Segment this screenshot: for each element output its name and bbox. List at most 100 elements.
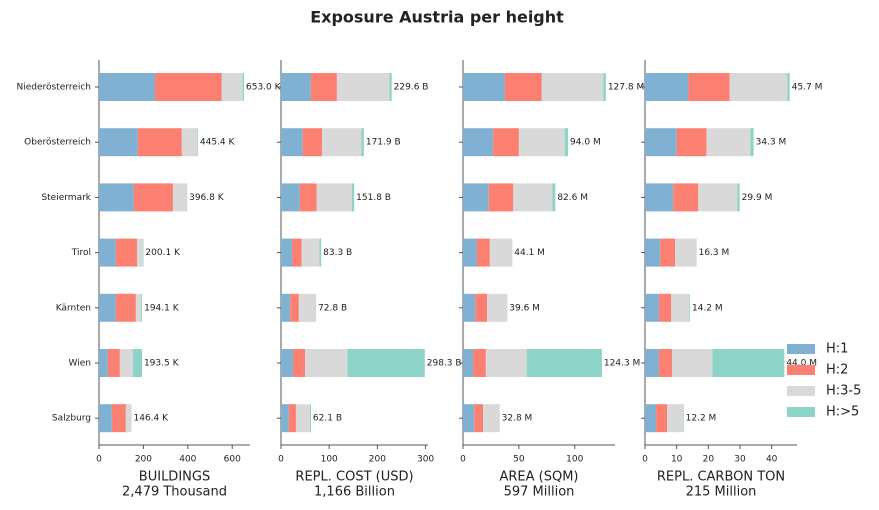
bar-segment (526, 349, 602, 377)
bar-segment (603, 73, 606, 101)
bar-segment (645, 73, 689, 101)
bar-segment (299, 183, 317, 212)
bar-segment (305, 349, 348, 377)
bar-segment (463, 238, 477, 267)
bar-segment (361, 128, 364, 157)
bar-segment (107, 349, 120, 377)
bar-segment (125, 404, 132, 433)
bar-segment (645, 128, 677, 157)
bar-segment (487, 293, 507, 322)
bar-segment (729, 73, 788, 101)
x-tick-label: 100 (321, 455, 338, 465)
y-tick-label: Tirol (71, 248, 91, 258)
total-label: 14.2 M (692, 303, 723, 313)
bar-segment (310, 73, 337, 101)
total-label: 171.9 B (366, 138, 401, 148)
total-label: 229.6 B (394, 83, 429, 93)
total-label: 83.3 B (323, 248, 352, 258)
total-label: 29.9 M (742, 193, 773, 203)
bar-segment (136, 238, 143, 267)
bar-segment (483, 404, 500, 433)
x-axis-label: AREA (SQM) (499, 470, 578, 485)
bar-segment (288, 404, 296, 433)
total-label: 72.8 B (318, 303, 347, 313)
bar-segment (564, 128, 569, 157)
x-tick-label: 0 (460, 455, 466, 465)
bar-segment (309, 404, 311, 433)
bar-segment (676, 128, 707, 157)
bar-segment (99, 238, 116, 267)
bar-segment (99, 128, 138, 157)
total-label: 44.1 M (514, 248, 545, 258)
total-label: 82.6 M (557, 193, 588, 203)
bar-segment (336, 73, 390, 101)
total-label: 16.3 M (699, 248, 730, 258)
x-tick-label: 0 (278, 455, 284, 465)
bar-segment (645, 293, 659, 322)
x-tick-label: 400 (179, 455, 196, 465)
bar-segment (281, 73, 311, 101)
total-label: 653.0 K (246, 83, 282, 93)
bar-segment (658, 349, 673, 377)
x-tick-label: 20 (703, 455, 715, 465)
bar-segment (281, 293, 291, 322)
bar-segment (671, 293, 690, 322)
bar-segment (99, 73, 155, 101)
total-label: 124.3 M (604, 359, 640, 369)
bar-segment (489, 238, 513, 267)
bar-segment (645, 183, 674, 212)
bar-segment (473, 349, 486, 377)
bar-segment (698, 183, 738, 212)
bar-segment (351, 183, 355, 212)
bar-segment (463, 349, 474, 377)
bar-segment (281, 238, 293, 267)
x-tick-label: 200 (369, 455, 386, 465)
bar-segment (689, 293, 690, 322)
bar-segment (485, 349, 527, 377)
x-axis-label: 215 Million (686, 485, 757, 500)
total-label: 62.1 B (313, 414, 342, 424)
y-tick-label: Kärnten (56, 303, 91, 313)
bar-segment (706, 128, 751, 157)
bar-segment (99, 293, 116, 322)
legend-label: H:>5 (826, 405, 859, 420)
total-label: 151.8 B (356, 193, 391, 203)
legend-swatch (787, 386, 815, 396)
bar-segment (518, 128, 565, 157)
bar-segment (301, 238, 320, 267)
bar-segment (302, 128, 322, 157)
bar-segment (787, 73, 790, 101)
bar-segment (463, 183, 489, 212)
bar-segment (99, 183, 134, 212)
x-axis-label: 597 Million (504, 485, 575, 500)
total-label: 146.4 K (134, 414, 170, 424)
bar-segment (242, 73, 245, 101)
bar-segment (474, 404, 484, 433)
bar-segment (99, 404, 112, 433)
bar-segment (688, 73, 730, 101)
total-label: 127.8 M (608, 83, 644, 93)
y-tick-label: Wien (69, 359, 91, 369)
bar-segment (737, 183, 740, 212)
bar-segment (281, 183, 300, 212)
bar-segment (493, 128, 519, 157)
bar-segment (135, 293, 142, 322)
bar-segment (463, 128, 494, 157)
total-label: 94.0 M (570, 138, 601, 148)
bar-segment (321, 128, 362, 157)
bar-segment (645, 404, 657, 433)
bar-segment (552, 183, 556, 212)
legend-label: H:3-5 (826, 384, 861, 399)
x-tick-label: 600 (224, 455, 241, 465)
bar-segment (463, 404, 475, 433)
chart-title: Exposure Austria per height (310, 8, 564, 27)
bar-segment (197, 128, 198, 157)
legend-swatch (787, 407, 815, 417)
bar-segment (181, 128, 198, 157)
total-label: 445.4 K (200, 138, 236, 148)
bar-segment (293, 349, 306, 377)
total-label: 200.1 K (145, 248, 181, 258)
bar-segment (645, 349, 659, 377)
x-tick-label: 30 (734, 455, 746, 465)
bar-segment (673, 183, 699, 212)
